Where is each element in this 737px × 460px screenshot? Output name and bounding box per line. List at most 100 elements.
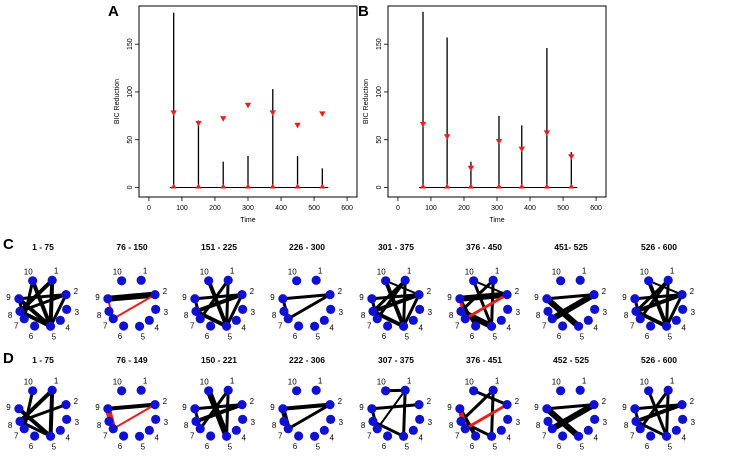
node-label: 4 [682,434,687,443]
network-node [590,414,600,424]
network-edge [193,309,229,329]
network-edge [665,293,684,328]
network-node [195,424,205,434]
network-node [469,386,479,396]
network-node [383,321,393,331]
network-node [644,276,654,286]
network-node [231,425,241,435]
network-node [309,321,320,331]
node-label: 4 [330,434,335,443]
node-label: 6 [382,442,387,451]
network-node [381,386,391,396]
network-title: 1 - 75 [32,355,54,365]
chart-b: 0 100 200 300 400 500 600 0 50 100 150 Time BIC Redu… [363,5,607,224]
network-node [486,431,497,441]
node-label: 2 [427,397,432,406]
network-node [460,314,470,324]
network-edge [112,293,157,320]
node-label: 5 [405,442,410,451]
network-node [103,294,113,304]
node-label: 2 [427,287,432,296]
network-node [383,431,393,441]
node-label: 5 [316,442,321,451]
node-label: 10 [465,377,474,386]
node-label: 5 [141,442,146,451]
node-label: 7 [103,321,108,330]
node-label: 1 [582,267,587,276]
network-node [119,431,129,441]
node-label: 7 [367,431,372,440]
network-node [309,431,320,441]
node-label: 7 [278,321,283,330]
node-label: 6 [293,332,298,341]
threshold-marker [467,165,475,172]
network-node [61,290,71,300]
node-label: 3 [251,308,256,317]
node-label: 3 [603,308,608,317]
network-node [292,276,302,286]
node-label: 8 [624,421,629,430]
node-label: 1 [407,377,412,386]
node-label: 9 [447,403,452,412]
y-tick-label: 150 [376,38,383,50]
stem-base-marker [245,183,251,189]
network-node [460,424,470,434]
network-node [278,404,288,414]
network-node [206,431,216,441]
node-label: 3 [75,418,80,427]
network-node [631,306,641,316]
network-node [573,321,584,331]
stem-base-marker [495,183,502,189]
node-label: 6 [205,442,210,451]
network-edge [647,279,684,296]
network-node [237,400,247,410]
network-node [15,416,25,426]
network-edge [633,293,684,301]
network-title: 151 - 225 [201,242,237,252]
node-label: 2 [690,287,695,296]
network-node [414,290,424,300]
threshold-marker [419,121,427,128]
y-tick-label: 50 [376,136,383,144]
network-node [190,294,200,304]
network-node [635,314,645,324]
node-label: 10 [377,377,386,386]
node-label: 3 [516,418,521,427]
node-label: 3 [339,418,344,427]
network-title: 376 - 450 [466,242,502,252]
node-label: 6 [118,442,123,451]
node-label: 3 [75,308,80,317]
x-tick-label: 500 [557,205,569,212]
network-node [150,290,160,300]
x-tick-label: 200 [458,205,470,212]
network-node [238,304,248,314]
y-tick-label: 100 [127,86,134,98]
network-node [204,276,214,286]
network-title: 376 - 451 [466,355,502,365]
network-edge [225,388,230,438]
network-node [326,304,336,314]
network-node [630,404,640,414]
network-node [14,404,24,414]
node-label: 6 [118,332,123,341]
network-node [556,386,566,396]
network-title: 526 - 600 [641,242,677,252]
network-node [496,315,506,325]
network-panel: 226 - 300 1 2 345 6 78 9 10 [270,242,343,341]
network-node [62,414,72,424]
node-label: 6 [382,332,387,341]
network-panel: 1 - 75 1 2 345 6 78 9 10 [6,355,79,451]
network-node [408,315,418,325]
node-label: 7 [455,431,460,440]
node-label: 8 [536,421,541,430]
network-title: 526 - 600 [641,355,677,365]
network-node [204,386,214,396]
network-node [104,306,114,316]
node-label: 4 [330,324,335,333]
network-node [221,431,232,441]
network-node [117,386,127,396]
network-node [408,425,418,435]
network-node [294,431,304,441]
node-label: 3 [339,308,344,317]
node-label: 10 [288,377,297,386]
